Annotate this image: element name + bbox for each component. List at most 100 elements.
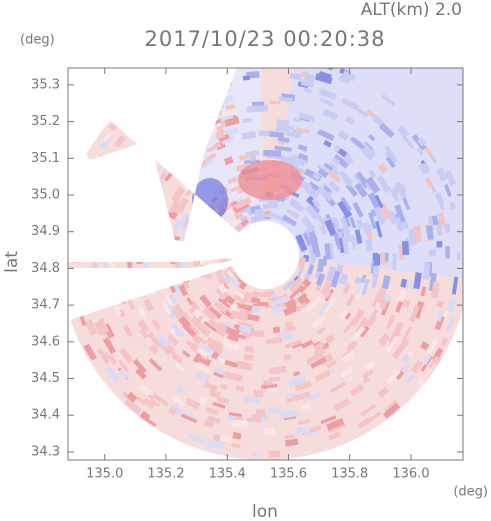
x-tick-label: 135.2: [147, 467, 184, 482]
radar-cell: [392, 253, 397, 270]
radar-cell: [201, 344, 215, 355]
radar-cell: [391, 343, 406, 360]
radar-cell: [377, 162, 389, 174]
radar-cell: [168, 406, 178, 416]
radar-cell: [101, 351, 111, 361]
radar-cell: [220, 383, 228, 390]
x-tick-label: 135.0: [86, 467, 123, 482]
radar-cell: [363, 359, 376, 372]
radar-cell: [137, 306, 148, 320]
radar-cell: [330, 270, 341, 288]
radar-cell: [341, 97, 360, 111]
radar-cell: [232, 432, 242, 440]
radar-cell: [339, 310, 348, 320]
radar-cell: [305, 351, 325, 366]
radar-cell: [368, 169, 377, 179]
no-data: [231, 221, 299, 289]
radar-cell: [332, 154, 350, 169]
radar-cell: [278, 96, 293, 103]
radar-cell: [284, 321, 293, 329]
radar-cell: [345, 183, 358, 197]
radar-cell: [327, 169, 342, 183]
radar-cell: [349, 216, 357, 229]
radar-cell: [332, 216, 340, 226]
radar-cell: [305, 195, 317, 207]
radar-cell: [285, 392, 297, 398]
radar-cell: [289, 284, 305, 300]
radar-cell: [373, 206, 387, 226]
radar-cell: [292, 117, 302, 123]
radar-cell: [281, 214, 298, 227]
radar-cell: [159, 171, 168, 181]
radar-cell: [416, 147, 424, 156]
radar-cell: [118, 368, 129, 380]
radar-cell: [430, 281, 441, 299]
radar-cell: [197, 395, 208, 406]
radar-cell: [340, 370, 349, 378]
y-tick-label: 34.9: [31, 224, 60, 239]
radar-cell: [420, 341, 430, 351]
radar-cell: [352, 174, 363, 185]
radar-cell: [102, 337, 117, 355]
radar-cell: [241, 131, 257, 140]
radar-cell: [221, 108, 237, 118]
radar-cell: [349, 383, 365, 397]
no-data: [68, 68, 265, 260]
radar-cell: [316, 326, 326, 335]
radar-cell: [324, 219, 337, 237]
radar-cell: [122, 324, 134, 338]
radar-cell: [326, 266, 336, 283]
radar-cell: [191, 334, 203, 345]
radar-cell: [249, 213, 267, 224]
y-tick-label: 35.3: [31, 77, 60, 92]
radar-cell: [311, 204, 321, 214]
radar-cell: [318, 70, 332, 79]
radar-cell: [331, 156, 341, 165]
radar-cell: [207, 439, 225, 450]
radar-cell: [117, 359, 130, 373]
radar-cell: [314, 369, 331, 382]
radar-cell: [354, 229, 363, 245]
radar-cell: [279, 409, 299, 419]
radar-cell: [451, 276, 459, 295]
radar-cell: [84, 318, 98, 336]
radar-cell: [284, 339, 302, 349]
radar-cell: [310, 357, 327, 369]
radar-cell: [222, 283, 229, 291]
radar-cell: [401, 299, 411, 309]
radar-cell: [172, 303, 185, 318]
radar-cell: [373, 254, 381, 266]
chart-title: 2017/10/23 00:20:38: [144, 27, 385, 51]
altitude-label: ALT(km) 2.0: [361, 0, 462, 20]
radar-cell: [234, 196, 252, 210]
radar-cell: [170, 186, 185, 203]
radar-cell: [323, 139, 332, 148]
radar-cell: [371, 114, 385, 127]
radar-cell: [307, 264, 315, 275]
radar-cell: [137, 319, 150, 334]
radar-cell: [346, 375, 354, 382]
radar-cell: [360, 403, 377, 417]
radar-cell: [306, 296, 322, 312]
radar-cell: [444, 223, 451, 234]
radar-cell: [218, 283, 229, 294]
radar-cell: [206, 336, 224, 351]
radar-cell: [289, 276, 302, 290]
radar-cell: [334, 232, 342, 250]
radar-cell: [341, 175, 354, 188]
radar-cell: [352, 201, 364, 218]
radar-cell: [299, 285, 307, 293]
radar-cell: [356, 218, 364, 229]
radar-cell: [207, 415, 221, 424]
radar-cell: [423, 262, 431, 280]
radar-core: [238, 160, 302, 200]
radar-cell: [384, 150, 399, 165]
radar-cell: [318, 88, 337, 101]
radar-cell: [218, 134, 230, 142]
radar-cell: [267, 387, 278, 392]
radar-cell: [395, 181, 408, 199]
radar-cell: [289, 279, 304, 295]
radar-cell: [239, 215, 248, 222]
radar-cell: [445, 246, 450, 259]
